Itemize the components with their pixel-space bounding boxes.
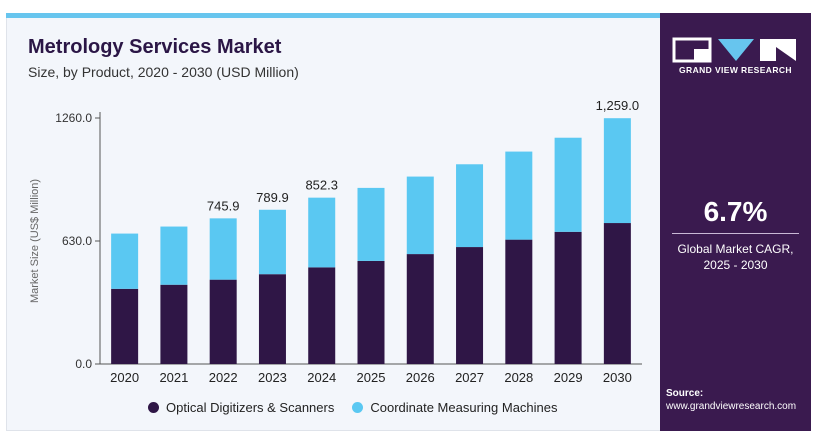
- x-tick-label: 2024: [307, 370, 336, 385]
- bar-segment-cmm-2030: [603, 118, 631, 224]
- chart-subtitle: Size, by Product, 2020 - 2030 (USD Milli…: [28, 64, 299, 80]
- x-tick-label: 2028: [504, 370, 533, 385]
- bar-segment-optical-2020: [111, 288, 139, 364]
- cagr-label-line1: Global Market CAGR,: [677, 242, 794, 256]
- bar-segment-optical-2026: [406, 254, 434, 364]
- legend-label-optical: Optical Digitizers & Scanners: [166, 399, 335, 415]
- bar-segment-optical-2030: [603, 223, 631, 364]
- data-label-2022: 745.9: [207, 198, 240, 213]
- bar-segment-optical-2022: [209, 279, 237, 364]
- bar-segment-optical-2023: [258, 274, 286, 364]
- bar-segment-cmm-2021: [160, 226, 188, 285]
- info-sidebar: GRAND VIEW RESEARCH 6.7% Global Market C…: [660, 13, 811, 431]
- bar-segment-cmm-2028: [505, 151, 533, 240]
- legend-label-cmm: Coordinate Measuring Machines: [370, 399, 558, 415]
- grand-view-research-logo: [672, 37, 796, 63]
- y-axis-label: Market Size (US$ Million): [29, 179, 41, 303]
- bar-chart: 0.0 630.0 1260.0 Market Size (US$ Million) 2…: [29, 98, 642, 385]
- data-label-2024: 852.3: [305, 178, 338, 193]
- bar-segment-optical-2024: [308, 267, 336, 364]
- x-tick-label: 2025: [357, 370, 386, 385]
- source-url: www.grandviewresearch.com: [666, 401, 797, 412]
- bar-segment-optical-2021: [160, 284, 188, 364]
- bar-segment-cmm-2025: [357, 187, 385, 261]
- x-tick-label: 2021: [159, 370, 188, 385]
- chart-legend: Optical Digitizers & Scanners Coordinate…: [148, 398, 576, 416]
- legend-swatch-optical: [148, 401, 159, 413]
- bar-segment-optical-2027: [456, 247, 484, 364]
- bar-segment-cmm-2022: [209, 218, 237, 280]
- data-label-2030: 1,259.0: [596, 98, 639, 113]
- legend-item-optical: Optical Digitizers & Scanners: [148, 400, 334, 415]
- bar-segment-cmm-2029: [554, 137, 582, 232]
- brand-name: GRAND VIEW RESEARCH: [679, 65, 792, 75]
- bar-segment-cmm-2020: [111, 233, 139, 289]
- bar-segment-cmm-2023: [258, 209, 286, 275]
- legend-item-cmm: Coordinate Measuring Machines: [352, 399, 558, 415]
- source-label: Source:: [666, 388, 704, 399]
- cagr-label-line2: 2025 - 2030: [703, 258, 768, 272]
- x-tick-label: 2027: [455, 370, 484, 385]
- x-tick-label: 2026: [406, 370, 435, 385]
- y-tick-label: 630.0: [62, 234, 92, 248]
- cagr-divider: [672, 233, 799, 234]
- legend-swatch-cmm: [352, 401, 364, 413]
- x-tick-label: 2029: [554, 370, 583, 385]
- x-tick-label: 2020: [110, 370, 139, 385]
- bar-segment-optical-2029: [554, 231, 582, 364]
- bar-segment-cmm-2024: [308, 197, 336, 268]
- x-tick-label: 2023: [258, 370, 287, 385]
- cagr-value: 6.7%: [703, 196, 768, 227]
- x-tick-label: 2030: [603, 370, 632, 385]
- x-tick-label: 2022: [209, 370, 238, 385]
- y-tick-label: 1260.0: [55, 111, 92, 125]
- bar-segment-optical-2028: [505, 239, 533, 364]
- y-tick-label: 0.0: [75, 357, 92, 371]
- chart-title: Metrology Services Market: [28, 36, 282, 58]
- accent-bar: [6, 13, 660, 18]
- bar-segment-cmm-2026: [406, 176, 434, 255]
- bar-segment-optical-2025: [357, 260, 385, 364]
- bar-segment-cmm-2027: [456, 164, 484, 248]
- data-label-2023: 789.9: [256, 190, 289, 205]
- cagr-label: Global Market CAGR, 2025 - 2030: [660, 241, 811, 273]
